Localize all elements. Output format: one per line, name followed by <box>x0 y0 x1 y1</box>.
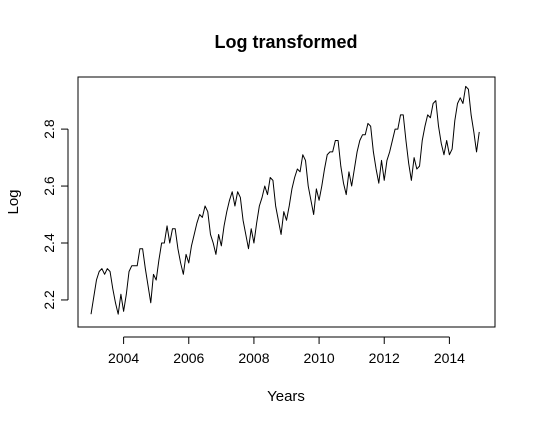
series-line <box>90 85 480 315</box>
plot-frame <box>77 76 496 328</box>
y-axis-title: Log <box>5 189 22 214</box>
y-axis: 2.2 2.4 2.6 2.8 <box>41 119 69 310</box>
x-tick-label-2014: 2014 <box>434 350 465 366</box>
y-tick-label-2.8: 2.8 <box>41 119 57 139</box>
x-axis: 2004 2006 2008 2010 2012 2014 <box>108 336 465 366</box>
y-tick-label-2.4: 2.4 <box>41 233 57 253</box>
x-tick-label-2006: 2006 <box>173 350 204 366</box>
y-tick-label-2.2: 2.2 <box>41 290 57 310</box>
x-tick-label-2010: 2010 <box>304 350 335 366</box>
x-tick-label-2012: 2012 <box>369 350 400 366</box>
chart-title: Log transformed <box>214 32 357 52</box>
x-tick-label-2004: 2004 <box>108 350 139 366</box>
x-tick-label-2008: 2008 <box>238 350 269 366</box>
x-axis-title: Years <box>267 388 305 405</box>
y-tick-label-2.6: 2.6 <box>41 176 57 196</box>
